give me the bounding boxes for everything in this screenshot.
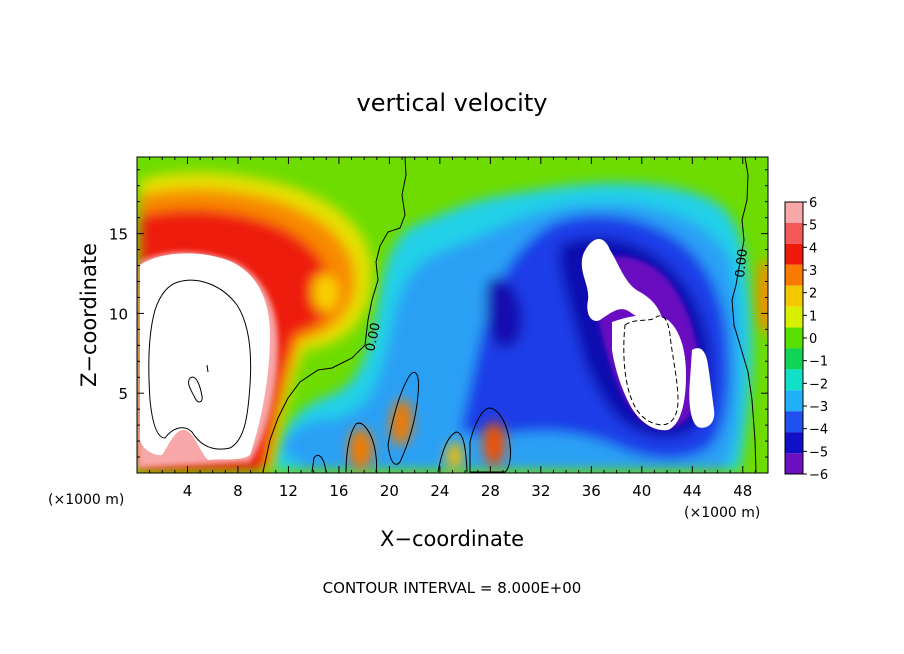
- updraft-right-edge: [757, 259, 768, 334]
- saturated-downdraft-lower: [612, 315, 686, 431]
- updraft-anvil-center: [312, 274, 339, 312]
- x-tick-label: 48: [733, 482, 752, 500]
- velocity-field: 0.00 0.00: [137, 157, 768, 473]
- contour-updraft-core: [148, 279, 252, 450]
- contour-cell-2: [345, 422, 378, 473]
- y-tick-label: 5: [118, 385, 128, 403]
- contour-interval-note: CONTOUR INTERVAL = 8.000E+00: [323, 579, 582, 597]
- contour-cell-3: [387, 371, 419, 465]
- zero-contour-label-right: 0.00: [733, 248, 751, 278]
- downdraft-low-streak: [280, 418, 345, 466]
- colorbar-swatch: [785, 348, 803, 370]
- colorbar-label: −6: [809, 468, 828, 483]
- x-tick-label: 44: [683, 482, 702, 500]
- x-tick-label: 20: [380, 482, 399, 500]
- x-tick-label: 40: [632, 482, 651, 500]
- colorbar-swatch: [785, 243, 803, 265]
- y-tick-label: 15: [109, 226, 128, 244]
- updraft-low-cell-4: [483, 422, 506, 467]
- colorbar-label: 2: [809, 287, 817, 302]
- colorbar-label: −3: [809, 400, 828, 415]
- y-axis-unit: (×1000 m): [48, 492, 124, 508]
- colorbar-swatch: [785, 453, 803, 474]
- colorbar-label: 5: [809, 219, 817, 234]
- y-axis: 5 10 15: [109, 169, 768, 458]
- zero-contour-label-center: 0.00: [363, 321, 384, 352]
- updraft-low-cell-1: [348, 428, 374, 470]
- colorbar-label: 0: [809, 332, 817, 347]
- x-tick-label: 24: [430, 482, 449, 500]
- x-tick-label: 36: [582, 482, 601, 500]
- y-axis-label: Z−coordinate: [77, 243, 101, 387]
- contour-cell-1: [311, 454, 327, 473]
- x-tick-label: 16: [329, 482, 348, 500]
- colorbar-swatch: [785, 264, 803, 286]
- colorbar-swatch: [785, 222, 803, 244]
- zero-contour-right: [731, 157, 757, 473]
- y-tick-label: 10: [109, 305, 128, 323]
- x-tick-label: 32: [531, 482, 550, 500]
- colorbar-swatch: [785, 369, 803, 391]
- colorbar-swatch: [785, 411, 803, 433]
- x-tick-label: 28: [481, 482, 500, 500]
- colorbar-swatch: [785, 327, 803, 349]
- colorbar-swatch: [785, 432, 803, 454]
- x-tick-label: 12: [279, 482, 298, 500]
- contour-lines: [148, 157, 757, 473]
- colorbar-label: −4: [809, 423, 828, 438]
- contour-small-tick: [206, 364, 209, 373]
- x-axis: 4 8 12 16 20 24 28 32 36 40 44 48: [136, 157, 769, 500]
- colorbar-swatch: [785, 202, 803, 223]
- colorbar-label: 3: [809, 264, 817, 279]
- colorbar-label: 6: [809, 196, 817, 211]
- saturated-downdraft-right: [689, 348, 715, 428]
- colorbar-label: −2: [809, 377, 828, 392]
- x-tick-label: 8: [233, 482, 243, 500]
- saturated-downdraft-upper: [581, 239, 662, 321]
- colorbar-label: 1: [809, 309, 817, 324]
- x-axis-unit: (×1000 m): [684, 505, 760, 521]
- x-axis-label: X−coordinate: [380, 527, 524, 551]
- contour-cell-5: [469, 407, 511, 473]
- colorbar-label: −1: [809, 355, 828, 370]
- zero-contour-main: [262, 157, 407, 473]
- x-tick-label: 4: [183, 482, 193, 500]
- updraft-low-cell-3: [445, 441, 464, 470]
- downdraft-core-mid: [485, 277, 523, 349]
- contour-cell-4: [437, 431, 468, 473]
- contour-small-loop: [188, 376, 203, 403]
- colorbar-swatch: [785, 390, 803, 412]
- colorbar-swatch: [785, 285, 803, 307]
- colorbar-label: 4: [809, 241, 817, 256]
- colorbar-label: −5: [809, 445, 828, 460]
- chart-title: vertical velocity: [357, 89, 548, 117]
- colorbar-swatch: [785, 306, 803, 328]
- colorbar: 6 5 4 3 2 1 0 −1 −2 −3 −4 −5 −6: [784, 196, 828, 483]
